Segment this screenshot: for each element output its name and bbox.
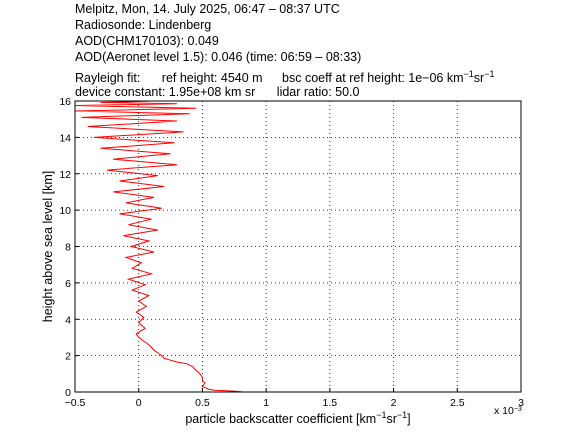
x-tick-label: 0 [136, 397, 142, 409]
backscatter-profile-line [74, 100, 244, 393]
title-line-rayleigh: Rayleigh fit: ref height: 4540 m bsc coe… [75, 70, 494, 85]
ref-height-label: ref height: 4540 m [161, 71, 263, 86]
y-tick-label: 10 [59, 205, 71, 217]
x-tick-label: 2 [391, 397, 397, 409]
title-line-aod-chm: AOD(CHM170103): 0.049 [75, 34, 219, 48]
y-tick-label: 6 [65, 278, 71, 290]
y-tick-label: 14 [59, 132, 71, 144]
y-tick-label: 8 [65, 242, 71, 254]
y-tick-label: 16 [59, 96, 71, 108]
bsc-coeff-label: bsc coeff at ref height: 1e−06 km−1sr−1 [282, 69, 495, 86]
x-tick-label: 2.5 [450, 397, 465, 409]
x-axis-multiplier: x 10−3 [494, 405, 522, 417]
y-tick-label: 4 [65, 314, 71, 326]
y-axis-ticks: 0 2 4 6 8 10 12 14 16 [59, 96, 79, 399]
x-tick-label: 1.5 [323, 397, 338, 409]
grid-lines [75, 101, 521, 392]
title-line-device: device constant: 1.95e+08 km sr lidar ra… [75, 86, 359, 99]
y-tick-label: 2 [65, 351, 71, 363]
title-line-location-time: Melpitz, Mon, 14. July 2025, 06:47 – 08:… [75, 2, 340, 16]
x-axis-ticks: −0.5 0 0.5 1 1.5 2 2.5 3 [65, 388, 524, 409]
lidar-ratio-label: lidar ratio: 50.0 [276, 85, 360, 99]
y-tick-label: 12 [59, 169, 71, 181]
x-tick-label: 1 [263, 397, 269, 409]
x-tick-label: 3 [518, 397, 524, 409]
title-line-radiosonde: Radiosonde: Lindenberg [75, 18, 212, 32]
axes-frame [74, 100, 522, 393]
y-axis-label: height above sea level [km] [41, 171, 55, 322]
title-line-aod-aeronet: AOD(Aeronet level 1.5): 0.046 (time: 06:… [75, 50, 362, 64]
rayleigh-fit-label: Rayleigh fit: [75, 71, 141, 86]
x-tick-label: −0.5 [65, 397, 86, 409]
x-axis-label: particle backscatter coefficient [km−1sr… [185, 410, 410, 426]
y-tick-label: 0 [65, 387, 71, 399]
x-tick-label: 0.5 [195, 397, 210, 409]
device-constant-label: device constant: 1.95e+08 km sr [75, 85, 256, 99]
